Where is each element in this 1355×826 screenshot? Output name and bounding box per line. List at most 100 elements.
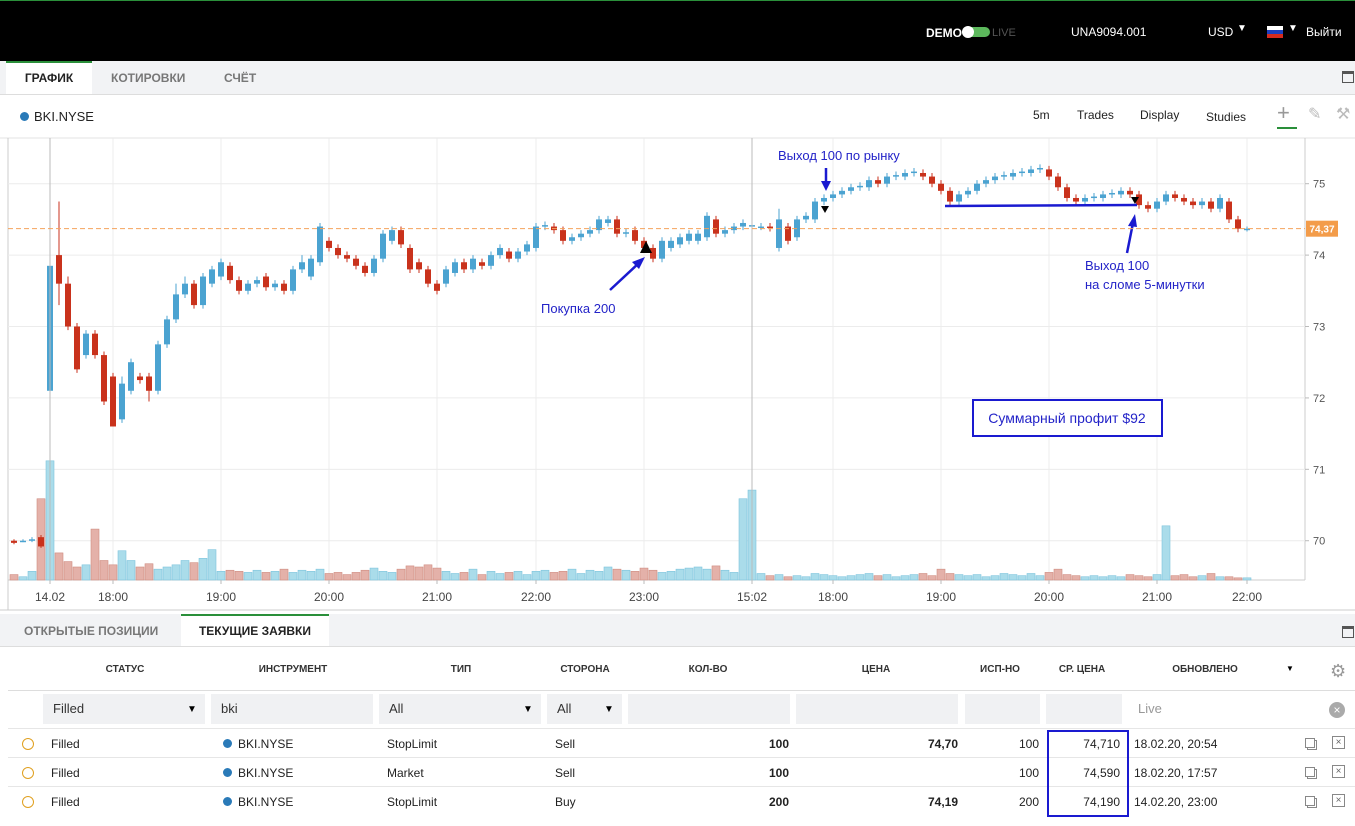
candle-body — [164, 319, 170, 345]
clear-icon[interactable]: × — [1329, 702, 1345, 718]
demo-label[interactable]: DEMO — [926, 26, 962, 40]
volume-bar — [855, 574, 865, 581]
y-tick-label: 71 — [1313, 464, 1325, 476]
volume-bar — [981, 576, 991, 581]
volume-bar — [1233, 577, 1243, 581]
copy-icon[interactable] — [1305, 738, 1315, 748]
candle-body — [209, 269, 215, 284]
volume-bar — [1134, 575, 1144, 581]
settings-icon[interactable]: ⚙ — [1330, 661, 1347, 681]
candle-body — [1235, 219, 1241, 229]
volume-bar — [666, 571, 676, 581]
tab[interactable]: КОТИРОВКИ — [111, 71, 186, 85]
maximize-icon[interactable] — [1342, 71, 1354, 83]
add-icon[interactable]: + — [1277, 100, 1290, 125]
filter[interactable] — [965, 694, 1040, 724]
column-header[interactable]: СТОРОНА — [560, 664, 610, 675]
y-tick-label: 70 — [1313, 536, 1325, 548]
cell: 74,190 — [1083, 795, 1120, 809]
toolbar-item[interactable]: Trades — [1077, 108, 1114, 122]
filter[interactable]: All — [379, 694, 541, 724]
cell: 100 — [1018, 766, 1039, 780]
candle-body — [983, 180, 989, 184]
candle-body — [1181, 197, 1187, 202]
cell: Sell — [555, 737, 576, 751]
candle-body — [200, 276, 206, 306]
column-header[interactable]: СТАТУС — [105, 664, 145, 675]
divider — [8, 690, 1355, 691]
live-label[interactable]: LIVE — [992, 27, 1016, 39]
volume-bar — [108, 564, 118, 581]
cancel-icon[interactable]: × — [1332, 736, 1345, 749]
tab[interactable]: СЧЁТ — [224, 71, 257, 85]
pencil-icon[interactable]: ✎ — [1308, 106, 1322, 123]
volume-bar — [126, 560, 136, 581]
candle-body — [425, 269, 431, 284]
volume-bar — [711, 565, 721, 581]
flag[interactable] — [1267, 26, 1283, 38]
candle-body — [1226, 201, 1232, 220]
candle-body — [380, 233, 386, 259]
candle-body — [677, 237, 683, 245]
tab[interactable]: ГРАФИК — [6, 61, 92, 94]
symbol-dot — [20, 112, 29, 121]
volume-bar — [774, 574, 784, 581]
filter[interactable]: Filled — [43, 694, 205, 724]
volume-bar — [270, 571, 280, 581]
column-header[interactable]: ИСП-НО — [980, 664, 1020, 675]
candle-body — [416, 262, 422, 270]
candle-body — [182, 283, 188, 295]
volume-bar — [18, 576, 28, 581]
candle-body — [344, 255, 350, 259]
column-header[interactable]: ОБНОВЛЕНО — [1172, 664, 1238, 675]
volume-bar — [81, 564, 91, 581]
candle-body — [785, 226, 791, 241]
filter[interactable] — [1046, 694, 1122, 724]
maximize-icon[interactable] — [1342, 626, 1354, 638]
volume-bar — [918, 573, 928, 581]
cancel-icon[interactable]: × — [1332, 794, 1345, 807]
cell: 18.02.20, 20:54 — [1134, 737, 1218, 751]
cancel-icon[interactable]: × — [1332, 765, 1345, 778]
column-header[interactable]: СР. ЦЕНА — [1058, 664, 1106, 675]
copy-icon[interactable] — [1305, 796, 1315, 806]
candle-body — [1172, 194, 1178, 198]
annotation: Выход 100 — [1085, 258, 1149, 273]
account[interactable]: UNA9094.001 — [1071, 25, 1147, 39]
candle-body — [1127, 190, 1133, 195]
currency[interactable]: USD — [1208, 25, 1234, 39]
symbol[interactable]: BKI.NYSE — [34, 109, 94, 124]
volume-bar — [846, 575, 856, 581]
volume-bar — [351, 572, 361, 581]
volume-bar — [468, 568, 478, 581]
mode-toggle[interactable] — [962, 26, 990, 38]
toolbar-item[interactable]: 5m — [1033, 108, 1050, 122]
row-divider — [8, 728, 1355, 729]
tool-icon[interactable]: ⚒ — [1336, 106, 1351, 123]
tab[interactable]: ОТКРЫТЫЕ ПОЗИЦИИ — [24, 624, 159, 638]
filter[interactable]: bki — [211, 694, 373, 724]
cell: Filled — [51, 766, 80, 780]
column-header[interactable]: КОЛ-ВО — [688, 664, 728, 675]
column-header[interactable]: ТИП — [450, 664, 472, 675]
column-header[interactable]: ИНСТРУМЕНТ — [258, 664, 328, 675]
filter[interactable] — [628, 694, 790, 724]
column-header[interactable]: ЦЕНА — [861, 664, 891, 675]
volume-bar — [828, 575, 838, 581]
candle-body — [308, 258, 314, 277]
cell: 74,710 — [1083, 737, 1120, 751]
toolbar-item[interactable]: Studies — [1206, 110, 1247, 124]
filter[interactable]: All — [547, 694, 622, 724]
candle-body — [173, 294, 179, 320]
tab[interactable]: ТЕКУЩИЕ ЗАЯВКИ — [181, 614, 329, 646]
candle-body — [1154, 201, 1160, 209]
cell: 74,19 — [927, 795, 958, 809]
logout[interactable]: Выйти — [1306, 25, 1342, 39]
copy-icon[interactable] — [1305, 767, 1315, 777]
cell: BKI.NYSE — [238, 737, 294, 751]
filter[interactable] — [796, 694, 958, 724]
instrument-dot — [223, 797, 232, 806]
toolbar-item[interactable]: Display — [1140, 108, 1180, 122]
candle-body — [1163, 194, 1169, 202]
filter[interactable]: Live — [1128, 694, 1292, 724]
